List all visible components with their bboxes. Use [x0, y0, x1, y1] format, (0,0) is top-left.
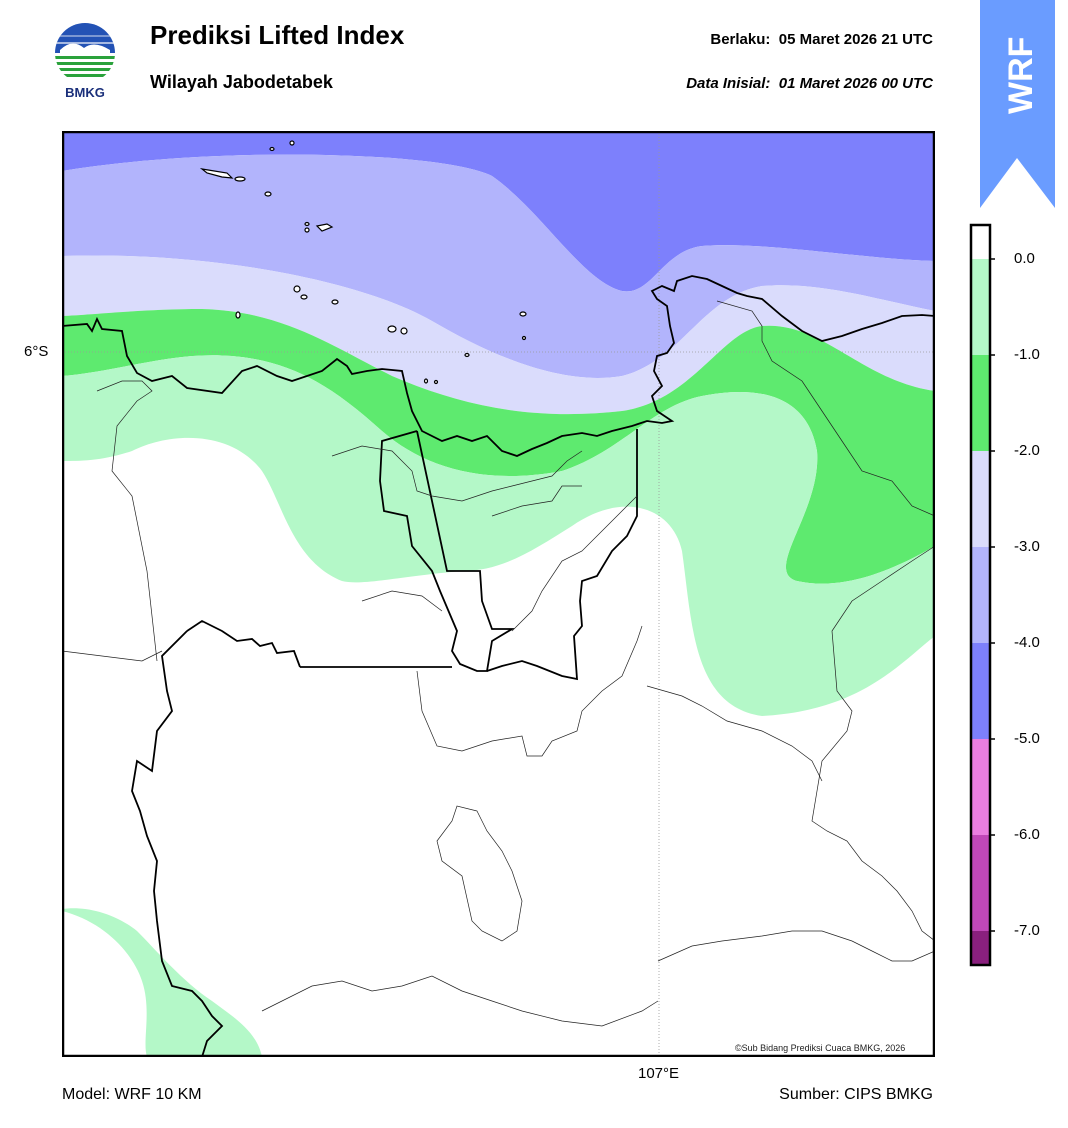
coastline — [61, 275, 936, 457]
init-label: Data Inisial: — [686, 75, 771, 92]
band-minus4-to-minus5 — [62, 131, 935, 292]
badge-text: WRF — [1002, 37, 1040, 114]
colorbar-segment-5 — [972, 739, 989, 835]
thousand-islands — [199, 140, 527, 385]
longitude-label: 107°E — [638, 1065, 680, 1082]
province-border-2 — [486, 429, 638, 681]
colorbar-segment-6 — [972, 835, 989, 931]
bmkg-logo: BMKG — [52, 20, 118, 102]
colorbar-segment-3 — [972, 547, 989, 643]
colorbar-segment-1 — [972, 355, 989, 451]
colorbar-tick-label: -6.0 — [1014, 826, 1040, 843]
colorbar-border — [969, 223, 992, 967]
map-credit: ©Sub Bidang Prediksi Cuaca BMKG, 2026 — [735, 1043, 906, 1053]
badge-shape — [980, 0, 1055, 208]
province-border-3 — [131, 619, 452, 1058]
colorbar-tick-label: -5.0 — [1014, 730, 1040, 747]
colorbar-tick-label: -2.0 — [1014, 442, 1040, 459]
logo-text: BMKG — [65, 85, 105, 100]
map-panel — [61, 130, 936, 1058]
valid-value: 05 Maret 2026 21 UTC — [778, 31, 933, 48]
colorbar-segment-2 — [972, 451, 989, 547]
colorbar — [966, 222, 1066, 968]
valid-label: Berlaku: — [710, 31, 771, 48]
bmkg-logo-icon: BMKG — [55, 23, 115, 100]
wrf-badge: WRF — [980, 0, 1055, 210]
band-minus3-to-minus4 — [62, 154, 935, 378]
source-label: Sumber: CIPS BMKG — [779, 1086, 933, 1103]
init-time: Data Inisial: 01 Maret 2026 00 UTC — [686, 75, 933, 92]
colorbar-tick-label: -1.0 — [1014, 346, 1040, 363]
province-border — [379, 430, 516, 672]
colorbar-tick-label: -4.0 — [1014, 634, 1040, 651]
colorbar-tick-label: -3.0 — [1014, 538, 1040, 555]
chart-subtitle: Wilayah Jabodetabek — [150, 72, 333, 92]
colorbar-segment-0 — [972, 259, 989, 355]
district-borders — [61, 300, 936, 1027]
band-0-to-minus1-southwest — [62, 908, 262, 1057]
map-border — [61, 130, 936, 1058]
colorbar-tick-label: 0.0 — [1014, 250, 1035, 267]
colorbar-segment-above-0 — [972, 226, 989, 261]
valid-time: Berlaku: 05 Maret 2026 21 UTC — [710, 31, 933, 48]
lifted-index-map — [61, 130, 936, 1058]
colorbar-segment-4 — [972, 643, 989, 739]
model-label: Model: WRF 10 KM — [62, 1086, 202, 1103]
latitude-label: 6°S — [24, 343, 49, 360]
band-0-to-minus1 — [62, 355, 935, 716]
colorbar-segment-7 — [972, 931, 989, 964]
init-value: 01 Maret 2026 00 UTC — [778, 75, 933, 92]
chart-title: Prediksi Lifted Index — [150, 20, 405, 50]
band-minus2-to-minus3 — [62, 255, 935, 415]
colorbar-tick-label: -7.0 — [1014, 922, 1040, 939]
